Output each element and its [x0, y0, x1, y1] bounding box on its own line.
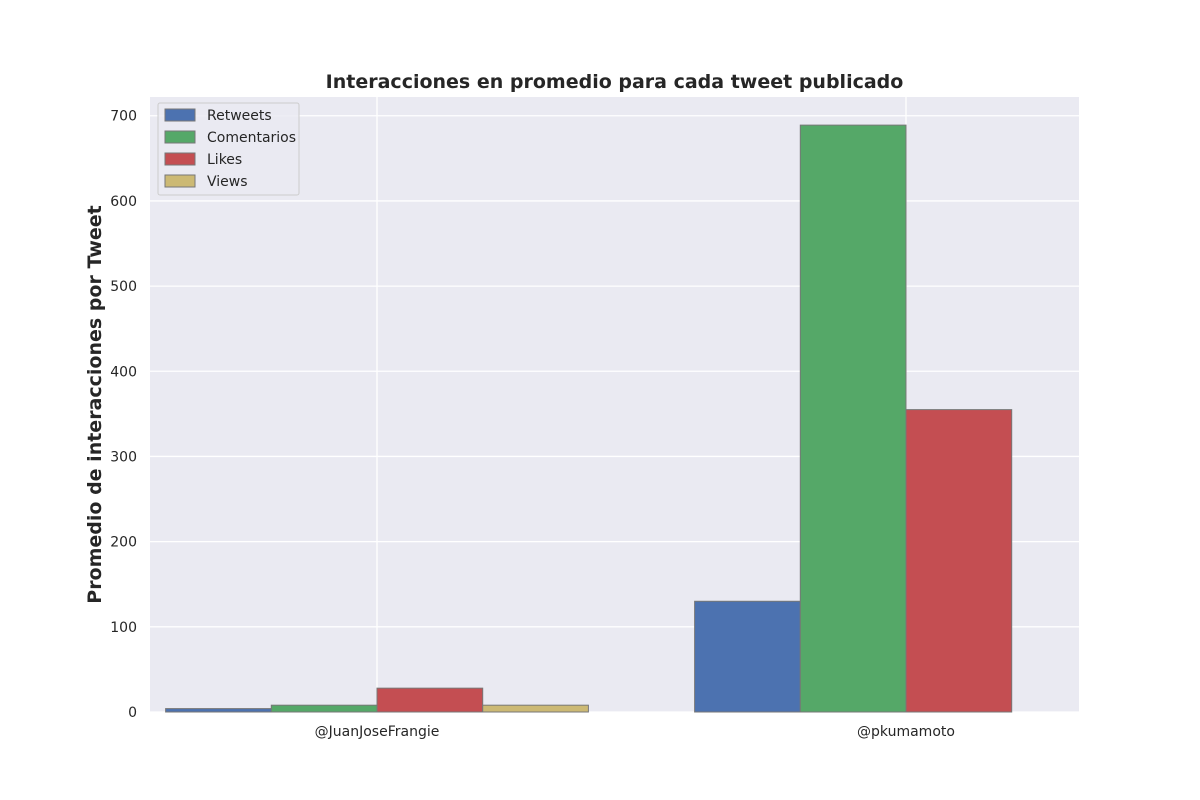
y-tick-label: 400 [110, 364, 137, 380]
legend-label-views: Views [207, 174, 248, 190]
bar-views-0 [482, 704, 589, 713]
legend: Retweets Comentarios Likes Views [157, 102, 300, 196]
bar-comentarios-0 [270, 704, 378, 713]
bar-retweets-1 [694, 600, 801, 713]
bar-retweets-0 [165, 708, 272, 713]
legend-swatch-likes [164, 152, 196, 166]
y-tick-label: 600 [110, 194, 137, 210]
bar-likes-0 [376, 687, 484, 713]
x-tick-label: @JuanJoseFrangie [315, 724, 440, 740]
bar-comentarios-1 [799, 124, 907, 713]
legend-label-comentarios: Comentarios [207, 130, 296, 146]
legend-label-likes: Likes [207, 152, 242, 168]
bar-likes-1 [905, 409, 1013, 713]
y-tick-label: 100 [110, 620, 137, 636]
x-axis-ticks: @JuanJoseFrangie @pkumamoto [315, 724, 955, 740]
x-tick-label: @pkumamoto [857, 724, 955, 740]
legend-swatch-views [164, 174, 196, 188]
bars [165, 124, 1013, 713]
y-tick-label: 300 [110, 449, 137, 465]
y-tick-label: 0 [128, 705, 137, 721]
chart-title: Interacciones en promedio para cada twee… [326, 71, 904, 93]
legend-swatch-comentarios [164, 130, 196, 144]
legend-label-retweets: Retweets [207, 108, 272, 124]
y-tick-label: 200 [110, 535, 137, 551]
y-tick-label: 500 [110, 279, 137, 295]
y-axis-ticks: 0 100 200 300 400 500 600 700 [110, 109, 137, 721]
legend-box [157, 102, 300, 196]
legend-swatch-retweets [164, 108, 196, 122]
y-axis-label: Promedio de interacciones por Tweet [84, 205, 106, 603]
y-tick-label: 700 [110, 109, 137, 125]
